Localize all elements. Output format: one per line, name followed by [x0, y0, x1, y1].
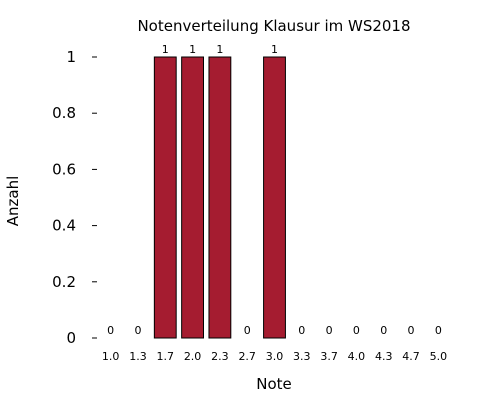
x-tick-label: 3.3: [293, 350, 311, 363]
x-tick-label: 2.0: [184, 350, 202, 363]
data-label: 0: [244, 324, 251, 337]
chart-title: Notenverteilung Klausur im WS2018: [137, 17, 410, 35]
x-tick-label: 1.3: [129, 350, 147, 363]
data-label: 0: [435, 324, 442, 337]
y-tick-label: 0.2: [52, 273, 76, 291]
y-tick-label: 0.6: [52, 160, 76, 178]
data-label: 0: [408, 324, 415, 337]
x-tick-label: 2.7: [238, 350, 256, 363]
bars-group: [153, 56, 286, 339]
x-axis-ticks: 1.0 1.3 1.7 2.0 2.3 2.7 3.0 3.3 3.7 4.0 4.3 4.7 5.0: [102, 350, 447, 363]
x-tick-label: 3.7: [320, 350, 338, 363]
data-label: 1: [162, 43, 169, 56]
data-label: 0: [298, 324, 305, 337]
y-tick-label: 1: [66, 48, 76, 66]
x-tick-label: 1.0: [102, 350, 120, 363]
x-axis-label: Note: [256, 375, 292, 393]
data-label: 0: [107, 324, 114, 337]
bar: [153, 56, 177, 339]
data-label: 0: [134, 324, 141, 337]
bar: [208, 56, 232, 339]
x-tick-label: 2.3: [211, 350, 229, 363]
x-tick-label: 4.3: [375, 350, 393, 363]
x-tick-label: 1.7: [157, 350, 175, 363]
x-tick-label: 4.0: [348, 350, 366, 363]
data-label: 1: [189, 43, 196, 56]
y-tick-label: 0: [66, 329, 76, 347]
data-label: 0: [353, 324, 360, 337]
x-tick-label: 4.7: [402, 350, 420, 363]
x-tick-label: 5.0: [430, 350, 448, 363]
bar: [181, 56, 204, 339]
data-label: 0: [326, 324, 333, 337]
y-axis-label: Anzahl: [4, 176, 22, 227]
data-label: 0: [380, 324, 387, 337]
data-label: 1: [216, 43, 223, 56]
bar: [263, 56, 286, 339]
y-tick-label: 0.8: [52, 104, 76, 122]
y-axis-ticks: 0 0.2 0.4 0.6 0.8 1: [52, 48, 97, 347]
y-tick-label: 0.4: [52, 217, 76, 235]
x-tick-label: 3.0: [266, 350, 284, 363]
data-labels-group: 0 0 1 1 1 0 1 0 0 0 0 0 0: [107, 43, 442, 337]
data-label: 1: [271, 43, 278, 56]
